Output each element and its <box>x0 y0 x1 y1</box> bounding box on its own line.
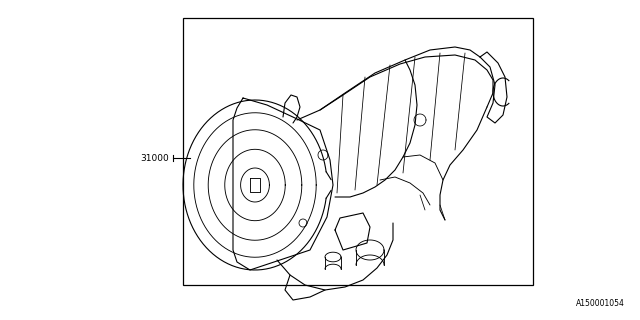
Text: 31000: 31000 <box>140 154 169 163</box>
Bar <box>183 18 533 285</box>
Text: A150001054: A150001054 <box>576 299 625 308</box>
